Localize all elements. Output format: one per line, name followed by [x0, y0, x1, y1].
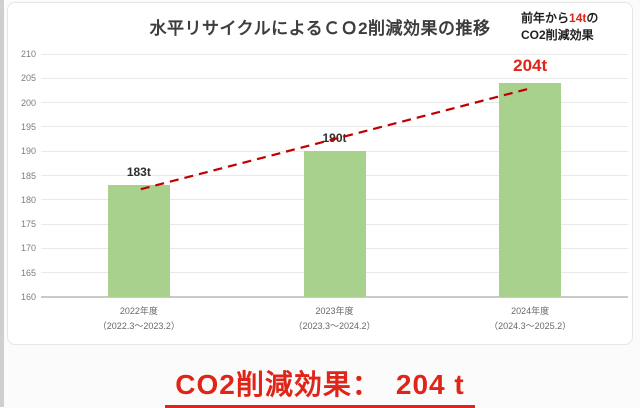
- gridline: [41, 53, 628, 55]
- annotation-line2: CO2削減効果: [521, 28, 594, 42]
- bar: [499, 83, 562, 297]
- y-tick-label: 205: [20, 73, 36, 84]
- y-tick-label: 185: [20, 170, 36, 181]
- annotation-suffix: の: [586, 11, 599, 25]
- photo-left-edge: [0, 0, 4, 407]
- annotation-line1: 前年から14tの: [521, 10, 627, 27]
- chart-title: 水平リサイクルによるＣＯ2削減効果の推移: [149, 19, 491, 38]
- x-axis-line: [41, 296, 628, 298]
- prev-year-annotation: 前年から14tの CO2削減効果: [521, 10, 627, 44]
- bar-value-label: 183t: [126, 165, 151, 180]
- y-tick-label: 200: [20, 97, 36, 108]
- y-tick-label: 160: [20, 292, 36, 302]
- x-axis-label: 2024年度 （2024.3〜2025.2）: [440, 304, 620, 334]
- plot-area: 183t2022年度（2022.3〜2023.2）190t2023年度（2023…: [41, 53, 628, 331]
- annotation-prefix: 前年から: [521, 11, 570, 25]
- chart-card: 水平リサイクルによるＣＯ2削減効果の推移 前年から14tの CO2削減効果 16…: [7, 2, 633, 345]
- x-axis-label-line2: （2024.3〜2025.2）: [489, 321, 572, 331]
- bottom-caption: CO2削減効果： 204 t: [0, 363, 640, 408]
- y-tick-label: 170: [20, 243, 36, 254]
- x-axis-label-line1: 2024年度: [511, 306, 550, 316]
- bar: [303, 151, 366, 297]
- y-axis-labels: 160 165 170 175 180 185 190 195 200 205 210: [8, 3, 38, 344]
- trend-line: [140, 87, 532, 191]
- annotation-highlight: 14t: [569, 11, 587, 25]
- bar-value-label: 204t: [513, 56, 548, 76]
- gridline: [41, 77, 628, 79]
- x-axis-label-line1: 2023年度: [315, 306, 354, 316]
- y-tick-label: 210: [20, 49, 36, 59]
- x-axis-label-line2: （2023.3〜2024.2）: [293, 321, 376, 331]
- y-tick-label: 195: [20, 121, 36, 132]
- y-tick-label: 175: [20, 219, 36, 230]
- bar: [107, 185, 170, 297]
- gridline: [41, 126, 628, 128]
- x-axis-label-line2: （2022.3〜2023.2）: [97, 321, 180, 331]
- x-axis-label: 2022年度 （2022.3〜2023.2）: [49, 304, 229, 334]
- y-tick-label: 180: [20, 194, 36, 205]
- x-axis-label-line1: 2022年度: [119, 306, 158, 316]
- caption-text: CO2削減効果： 204 t: [165, 363, 475, 408]
- y-tick-label: 190: [20, 146, 36, 157]
- gridline: [41, 102, 628, 104]
- trendline-svg: [140, 87, 532, 191]
- y-tick-label: 165: [20, 267, 36, 278]
- x-axis-label: 2023年度 （2023.3〜2024.2）: [245, 304, 425, 334]
